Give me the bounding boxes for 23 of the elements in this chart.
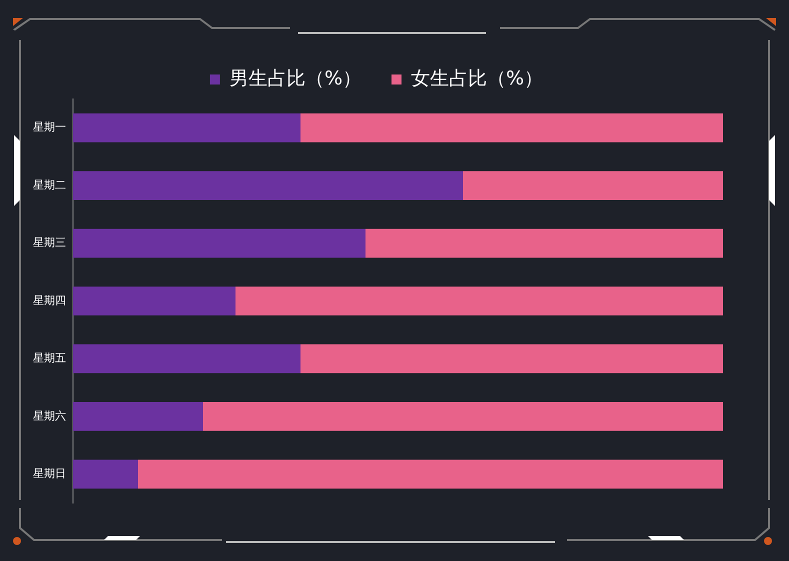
bar — [236, 286, 723, 316]
bar — [300, 344, 723, 374]
y-tick-label: 星期一 — [33, 120, 66, 134]
bar — [203, 402, 723, 431]
y-tick-label: 星期二 — [33, 178, 66, 192]
bar — [73, 286, 236, 316]
y-tick-label: 星期三 — [33, 236, 66, 250]
bar — [73, 113, 300, 142]
bar — [73, 460, 138, 489]
bar — [300, 113, 723, 142]
legend-label: 男生占比（%） — [229, 67, 362, 90]
y-tick-label: 星期日 — [33, 467, 66, 480]
bar — [73, 171, 463, 200]
bar — [73, 402, 203, 431]
y-tick-label: 星期四 — [33, 294, 66, 307]
bar — [366, 228, 723, 258]
y-tick-label: 星期五 — [33, 352, 66, 365]
bar — [138, 460, 723, 489]
bar — [73, 228, 366, 258]
y-tick-label: 星期六 — [33, 409, 66, 422]
legend-label: 女生占比（%） — [411, 67, 544, 90]
bar — [73, 344, 300, 374]
bar — [463, 171, 723, 200]
